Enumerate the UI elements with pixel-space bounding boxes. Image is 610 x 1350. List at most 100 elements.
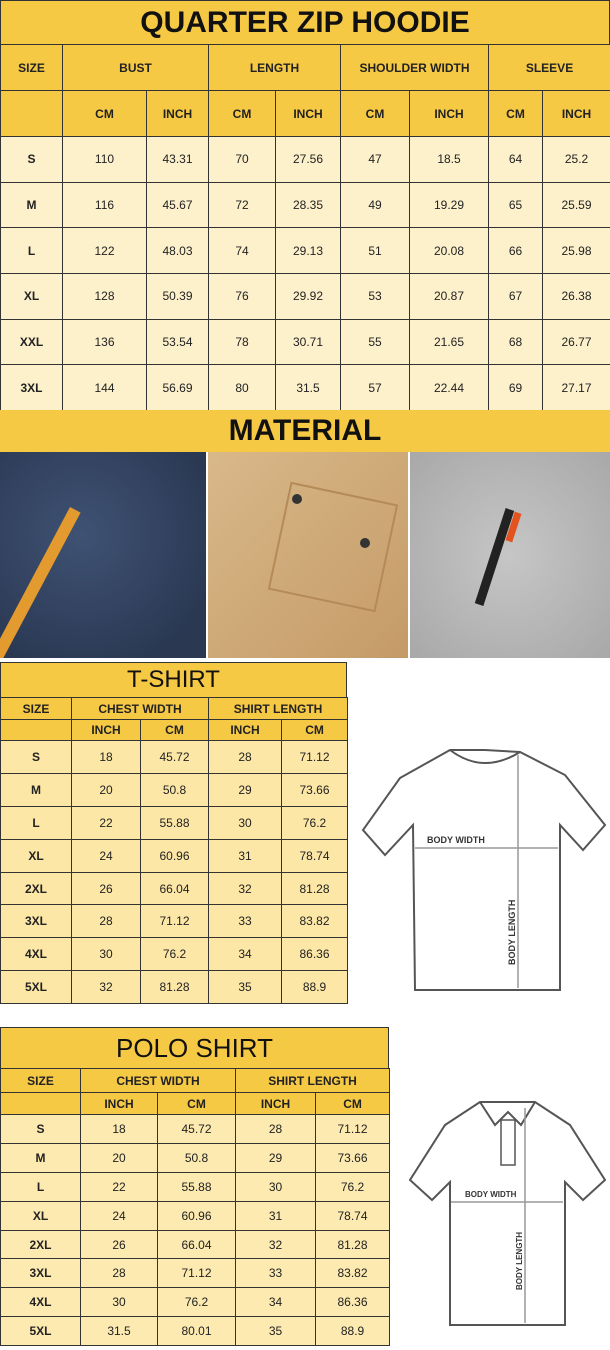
value-cell: 66.04 bbox=[139, 871, 210, 906]
value-cell: 30 bbox=[235, 1171, 317, 1202]
value-cell: 71.12 bbox=[156, 1258, 237, 1289]
value-cell: 18 bbox=[71, 740, 141, 774]
polo-title: POLO SHIRT bbox=[0, 1027, 389, 1069]
value-cell: 68 bbox=[488, 318, 544, 366]
value-cell: 34 bbox=[235, 1287, 317, 1318]
chest-width-header: CHEST WIDTH bbox=[70, 697, 210, 720]
value-cell: 27.56 bbox=[275, 136, 342, 183]
unit-header: CM bbox=[208, 90, 277, 137]
size-cell: M bbox=[0, 1142, 81, 1173]
value-cell: 60.96 bbox=[139, 838, 210, 873]
value-cell: 60.96 bbox=[156, 1200, 237, 1231]
size-cell: 5XL bbox=[0, 1316, 81, 1347]
value-cell: 19.29 bbox=[409, 181, 490, 229]
value-cell: 86.36 bbox=[315, 1287, 391, 1318]
unit-header: INCH bbox=[80, 1092, 158, 1115]
value-cell: 28 bbox=[71, 904, 141, 939]
blank-header bbox=[0, 1092, 81, 1115]
blank-header bbox=[0, 90, 63, 137]
value-cell: 25.2 bbox=[542, 136, 610, 183]
table-row: 3XL 144 56.69 80 31.5 57 22.44 69 27.17 bbox=[0, 364, 610, 412]
value-cell: 78.74 bbox=[315, 1200, 391, 1231]
value-cell: 28.35 bbox=[275, 181, 342, 229]
value-cell: 55.88 bbox=[156, 1171, 237, 1202]
unit-header: CM bbox=[156, 1092, 237, 1115]
unit-header: INCH bbox=[542, 90, 610, 137]
value-cell: 47 bbox=[340, 136, 411, 183]
value-cell: 31.5 bbox=[275, 364, 342, 412]
value-cell: 57 bbox=[340, 364, 411, 412]
table-row: XL 128 50.39 76 29.92 53 20.87 67 26.38 bbox=[0, 273, 610, 320]
value-cell: 73.66 bbox=[315, 1142, 391, 1173]
value-cell: 80.01 bbox=[156, 1316, 237, 1347]
value-cell: 81.28 bbox=[139, 970, 210, 1005]
value-cell: 34 bbox=[208, 937, 283, 972]
value-cell: 51 bbox=[340, 227, 411, 275]
chest-width-header: CHEST WIDTH bbox=[79, 1068, 237, 1093]
value-cell: 53 bbox=[340, 273, 411, 320]
sleeve-header: SLEEVE bbox=[488, 44, 610, 91]
value-cell: 27.17 bbox=[542, 364, 610, 412]
value-cell: 43.31 bbox=[145, 136, 210, 183]
value-cell: 86.36 bbox=[281, 937, 349, 972]
table-row: S 110 43.31 70 27.56 47 18.5 64 25.2 bbox=[0, 136, 610, 183]
value-cell: 30 bbox=[80, 1287, 158, 1318]
value-cell: 76.2 bbox=[139, 937, 210, 972]
value-cell: 56.69 bbox=[145, 364, 210, 412]
table-row: M 20 50.8 29 73.66 bbox=[0, 1142, 391, 1173]
table-row: 4XL 30 76.2 34 86.36 bbox=[0, 937, 349, 972]
blank-header bbox=[0, 719, 72, 741]
body-width-label: BODY WIDTH bbox=[427, 835, 485, 845]
body-length-label: BODY LENGTH bbox=[507, 900, 517, 965]
size-cell: XL bbox=[0, 273, 63, 320]
value-cell: 24 bbox=[71, 838, 141, 873]
table-row: 2XL 26 66.04 32 81.28 bbox=[0, 871, 349, 906]
tshirt-size-table: SIZE CHEST WIDTH SHIRT LENGTH INCH CM INCH… bbox=[0, 697, 349, 1005]
zipper-icon bbox=[474, 508, 515, 606]
hoodie-title: QUARTER ZIP HOODIE bbox=[0, 0, 610, 45]
value-cell: 26 bbox=[71, 871, 141, 906]
unit-header: CM bbox=[315, 1092, 391, 1115]
value-cell: 136 bbox=[62, 318, 147, 366]
value-cell: 53.54 bbox=[145, 318, 210, 366]
value-cell: 20 bbox=[71, 772, 141, 807]
zipper-pull-icon bbox=[0, 507, 81, 658]
value-cell: 55.88 bbox=[139, 805, 210, 840]
table-row: L 22 55.88 30 76.2 bbox=[0, 1171, 391, 1202]
value-cell: 50.8 bbox=[156, 1142, 237, 1173]
polo-diagram: BODY WIDTH BODY LENGTH bbox=[408, 1101, 607, 1326]
value-cell: 24 bbox=[80, 1200, 158, 1231]
size-cell: 3XL bbox=[0, 904, 72, 939]
value-cell: 21.65 bbox=[409, 318, 490, 366]
size-cell: S bbox=[0, 1114, 81, 1144]
value-cell: 73.66 bbox=[281, 772, 349, 807]
value-cell: 20.87 bbox=[409, 273, 490, 320]
unit-header: INCH bbox=[235, 1092, 317, 1115]
value-cell: 83.82 bbox=[315, 1258, 391, 1289]
size-cell: L bbox=[0, 1171, 81, 1202]
material-photo-khaki-pocket bbox=[208, 452, 408, 658]
value-cell: 35 bbox=[235, 1316, 317, 1347]
bust-header: BUST bbox=[61, 44, 210, 91]
value-cell: 29 bbox=[235, 1142, 317, 1173]
value-cell: 25.98 bbox=[542, 227, 610, 275]
value-cell: 18 bbox=[80, 1114, 158, 1144]
value-cell: 69 bbox=[488, 364, 544, 412]
value-cell: 20 bbox=[80, 1142, 158, 1173]
unit-header: INCH bbox=[145, 90, 210, 137]
value-cell: 25.59 bbox=[542, 181, 610, 229]
value-cell: 31 bbox=[208, 838, 283, 873]
size-cell: 4XL bbox=[0, 1287, 81, 1318]
value-cell: 30 bbox=[71, 937, 141, 972]
value-cell: 32 bbox=[71, 970, 141, 1005]
unit-header: INCH bbox=[275, 90, 342, 137]
table-row: XL 24 60.96 31 78.74 bbox=[0, 1200, 391, 1231]
value-cell: 71.12 bbox=[281, 740, 349, 774]
unit-header: INCH bbox=[208, 719, 283, 741]
value-cell: 49 bbox=[340, 181, 411, 229]
size-cell: S bbox=[0, 740, 72, 774]
value-cell: 71.12 bbox=[139, 904, 210, 939]
value-cell: 128 bbox=[62, 273, 147, 320]
size-cell: 2XL bbox=[0, 1229, 81, 1260]
table-row: S 18 45.72 28 71.12 bbox=[0, 1114, 391, 1144]
